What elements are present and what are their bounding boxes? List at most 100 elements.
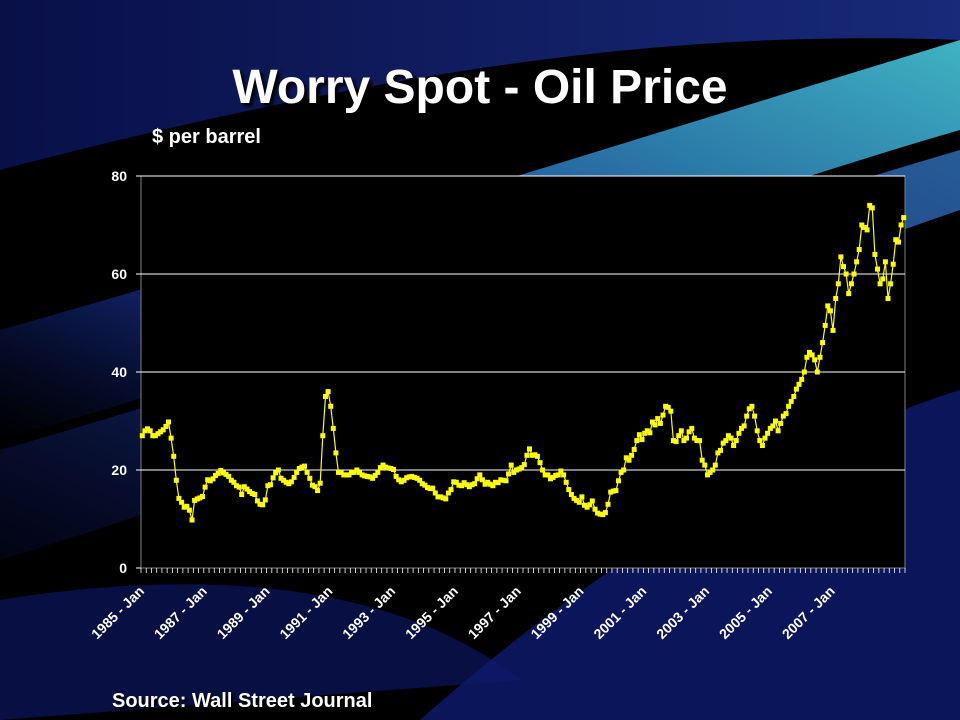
- data-point: [328, 403, 334, 409]
- data-point: [746, 406, 752, 412]
- data-point: [705, 472, 710, 478]
- data-point: [715, 450, 721, 456]
- data-point: [171, 453, 177, 459]
- data-point: [186, 507, 192, 513]
- data-point: [532, 452, 538, 458]
- data-point: [684, 435, 689, 441]
- data-point: [189, 517, 195, 523]
- data-point: [574, 497, 580, 503]
- data-point: [558, 468, 564, 474]
- data-point: [822, 322, 828, 328]
- data-point: [234, 483, 239, 489]
- data-point: [830, 327, 836, 333]
- data-point: [812, 357, 818, 363]
- data-point: [843, 271, 849, 277]
- data-point: [613, 488, 619, 494]
- data-point: [597, 511, 603, 517]
- data-point: [793, 386, 799, 392]
- data-point: [786, 403, 792, 409]
- data-point: [254, 498, 260, 504]
- data-point: [176, 495, 182, 501]
- data-point: [872, 251, 878, 257]
- data-point: [472, 481, 478, 487]
- data-point: [657, 420, 663, 426]
- data-point: [778, 420, 784, 426]
- data-point: [220, 470, 226, 476]
- data-point: [589, 498, 595, 504]
- x-tick-label: 2007 - Jan: [779, 583, 838, 642]
- data-point: [354, 467, 360, 473]
- data-point: [686, 429, 692, 435]
- x-tick-label: 1991 - Jan: [276, 583, 335, 642]
- data-point: [281, 477, 287, 483]
- data-point: [451, 479, 457, 485]
- data-point: [377, 465, 383, 471]
- data-point: [343, 472, 349, 478]
- data-point: [338, 469, 344, 475]
- data-point: [163, 423, 169, 429]
- data-point: [791, 394, 797, 399]
- data-point: [639, 437, 645, 443]
- data-point: [493, 479, 498, 485]
- data-point: [511, 469, 517, 475]
- y-axis-label: $ per barrel: [152, 126, 261, 148]
- data-point: [362, 473, 368, 479]
- data-point: [807, 349, 812, 355]
- data-point: [241, 484, 247, 490]
- data-point: [160, 427, 166, 433]
- data-point: [404, 475, 410, 481]
- data-point: [367, 474, 373, 480]
- data-point: [500, 477, 506, 483]
- x-tick-label: 1995 - Jan: [402, 583, 461, 642]
- data-point: [890, 261, 896, 267]
- y-tick-label: 20: [111, 462, 127, 478]
- data-point: [668, 408, 674, 414]
- data-point: [516, 466, 522, 472]
- data-point: [801, 369, 807, 375]
- data-point: [425, 485, 430, 491]
- data-point: [759, 443, 765, 448]
- data-point: [670, 438, 676, 444]
- data-point: [859, 222, 865, 228]
- data-point: [888, 281, 894, 287]
- data-point: [179, 499, 185, 505]
- data-point: [880, 276, 886, 282]
- data-point: [453, 479, 459, 485]
- x-tick-label: 1997 - Jan: [465, 583, 524, 642]
- data-point: [898, 222, 904, 228]
- data-point: [710, 467, 716, 473]
- data-point: [896, 239, 901, 245]
- data-point: [252, 492, 258, 497]
- data-point: [173, 477, 179, 483]
- data-point: [634, 438, 640, 444]
- data-point: [867, 202, 873, 208]
- data-point: [587, 502, 593, 508]
- data-point: [652, 422, 658, 428]
- data-point: [694, 438, 700, 444]
- data-point: [563, 479, 569, 485]
- x-tick-label: 1987 - Jan: [151, 583, 210, 642]
- data-point: [650, 419, 655, 425]
- data-point: [393, 473, 399, 479]
- data-point: [364, 473, 370, 479]
- x-tick-label: 1985 - Jan: [88, 583, 147, 642]
- data-point: [409, 473, 415, 479]
- data-point: [636, 432, 642, 438]
- data-point: [268, 482, 273, 488]
- data-point: [707, 469, 713, 475]
- data-point: [616, 478, 621, 484]
- data-point: [524, 452, 530, 458]
- data-point: [579, 494, 585, 500]
- y-tick-label: 40: [111, 364, 127, 380]
- data-point: [605, 501, 611, 507]
- data-point: [681, 438, 687, 444]
- data-point: [673, 439, 679, 445]
- data-point: [459, 483, 464, 489]
- data-point: [702, 462, 708, 468]
- data-point: [514, 467, 519, 473]
- data-point: [689, 425, 695, 431]
- data-point: [357, 469, 362, 475]
- data-point: [456, 482, 462, 488]
- data-point: [325, 389, 331, 395]
- data-point: [712, 462, 718, 468]
